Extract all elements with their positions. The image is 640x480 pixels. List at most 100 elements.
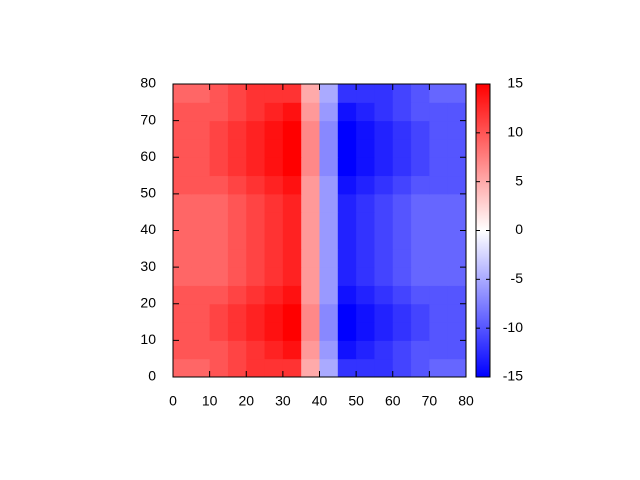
heat-cell xyxy=(356,248,375,268)
heat-cell xyxy=(191,120,211,140)
heat-cell xyxy=(246,212,266,231)
heat-cell xyxy=(227,303,247,323)
x-tick-label: 10 xyxy=(202,393,218,409)
heat-cell xyxy=(447,193,467,213)
heat-cell xyxy=(429,285,449,305)
heat-cell xyxy=(392,267,412,286)
heat-cell xyxy=(282,285,302,305)
heat-cell xyxy=(282,175,302,195)
heat-cell xyxy=(191,193,211,213)
x-tick-label: 40 xyxy=(312,393,328,409)
colorbar-tick-label: 0 xyxy=(515,221,523,237)
heat-cell xyxy=(374,157,394,177)
heat-cell xyxy=(282,267,302,286)
heat-cell xyxy=(411,248,430,268)
heat-cell xyxy=(227,358,247,378)
heat-cell xyxy=(301,230,320,250)
heat-cell xyxy=(282,358,302,378)
heat-cell xyxy=(227,138,247,158)
heat-cell xyxy=(319,230,339,250)
heat-cell xyxy=(411,340,430,360)
colorbar-tick-label: 5 xyxy=(515,172,523,188)
heat-cell xyxy=(319,157,339,177)
heat-cell xyxy=(246,157,266,177)
y-tick-label: 60 xyxy=(140,148,156,164)
heat-cell xyxy=(319,193,339,213)
heat-cell xyxy=(447,157,467,177)
heat-cell xyxy=(374,248,394,268)
colorbar-tick-label: -5 xyxy=(511,270,524,286)
heat-cell xyxy=(227,175,247,195)
heat-cell xyxy=(282,230,302,250)
heat-cell xyxy=(282,340,302,360)
heat-cell xyxy=(264,340,284,360)
heat-cell xyxy=(264,303,284,323)
heat-cell xyxy=(411,212,430,231)
heat-cell xyxy=(319,175,339,195)
heat-cell xyxy=(301,267,320,286)
heat-cell xyxy=(209,175,229,195)
heat-cell xyxy=(392,340,412,360)
heat-cell xyxy=(429,102,449,122)
heat-cell xyxy=(337,212,357,231)
heat-cell xyxy=(319,248,339,268)
heat-cell xyxy=(374,358,394,378)
heat-cell xyxy=(392,212,412,231)
x-tick-label: 30 xyxy=(275,393,291,409)
heat-cell xyxy=(301,102,320,122)
heat-cell xyxy=(337,193,357,213)
heat-cell xyxy=(191,84,211,103)
heat-cell xyxy=(301,193,320,213)
heat-cell xyxy=(447,248,467,268)
heat-cell xyxy=(227,285,247,305)
heat-cell xyxy=(392,157,412,177)
heat-cell xyxy=(392,175,412,195)
heat-cell xyxy=(337,84,357,103)
heat-cell xyxy=(429,340,449,360)
heat-cell xyxy=(392,102,412,122)
heat-cell xyxy=(374,212,394,231)
heat-cell xyxy=(264,230,284,250)
heat-cell xyxy=(209,157,229,177)
y-tick-label: 70 xyxy=(140,111,156,127)
heat-cell xyxy=(191,248,211,268)
heat-cell xyxy=(227,84,247,103)
heat-cell xyxy=(356,175,375,195)
heat-cell xyxy=(246,358,266,378)
heat-cell xyxy=(191,285,211,305)
heat-cell xyxy=(301,84,320,103)
heat-cell xyxy=(191,212,211,231)
heat-cell xyxy=(447,358,467,378)
heat-cell xyxy=(246,175,266,195)
heat-cell xyxy=(173,358,192,378)
heat-cell xyxy=(356,212,375,231)
heat-cell xyxy=(447,285,467,305)
heat-cell xyxy=(411,138,430,158)
heat-cell xyxy=(301,157,320,177)
heat-cell xyxy=(356,120,375,140)
heat-cell xyxy=(282,138,302,158)
heat-cell xyxy=(429,157,449,177)
heat-cell xyxy=(264,212,284,231)
heat-cell xyxy=(374,193,394,213)
heat-cell xyxy=(411,267,430,286)
heat-cell xyxy=(374,138,394,158)
y-tick-label: 10 xyxy=(140,331,156,347)
heat-cell xyxy=(374,230,394,250)
heat-cell xyxy=(282,248,302,268)
heat-cell xyxy=(374,322,394,341)
heat-cell xyxy=(301,138,320,158)
heat-cell xyxy=(392,84,412,103)
heat-cell xyxy=(447,84,467,103)
heat-cell xyxy=(337,157,357,177)
heat-cell xyxy=(209,285,229,305)
heat-cell xyxy=(319,102,339,122)
heat-cell xyxy=(264,267,284,286)
heat-cell xyxy=(264,193,284,213)
heat-cell xyxy=(282,212,302,231)
heat-cell xyxy=(173,340,192,360)
heat-cell xyxy=(173,138,192,158)
heat-cell xyxy=(319,358,339,378)
heat-cell xyxy=(429,84,449,103)
heat-cell xyxy=(191,358,211,378)
